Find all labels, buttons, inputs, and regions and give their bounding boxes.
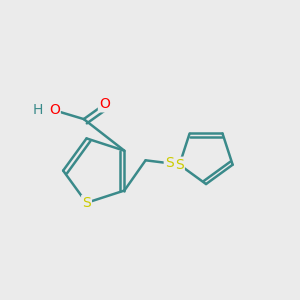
Text: O: O [99,98,110,111]
Text: S: S [82,196,91,210]
Text: O: O [49,103,60,117]
Text: S: S [175,158,184,172]
Text: S: S [165,156,173,170]
Text: H: H [33,103,43,117]
